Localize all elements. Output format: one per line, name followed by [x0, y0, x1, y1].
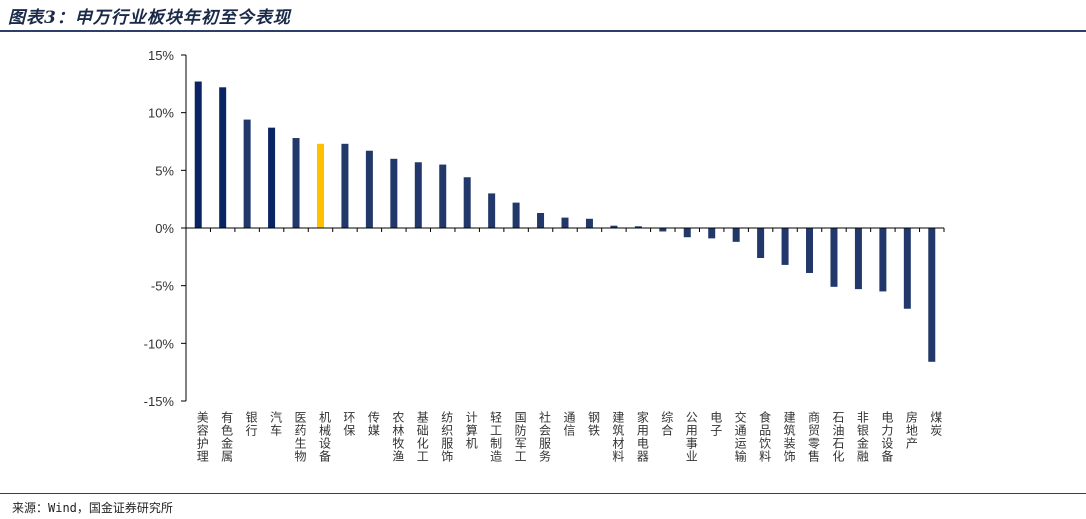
bar	[219, 87, 227, 228]
category-label: 商贸零售	[807, 410, 821, 463]
category-label: 建筑装饰	[782, 411, 796, 463]
category-label: 通信	[562, 411, 576, 437]
category-label: 美容护理	[195, 411, 209, 463]
bar	[854, 228, 862, 290]
bar	[341, 143, 349, 228]
category-label: 环保	[342, 411, 356, 437]
y-tick-label: 15%	[148, 48, 174, 63]
header-divider	[0, 30, 1086, 32]
category-label: 非银金融	[855, 411, 869, 463]
category-label: 农林牧渔	[391, 411, 405, 463]
bar	[659, 228, 667, 232]
bar	[537, 213, 545, 228]
bar	[708, 228, 716, 239]
category-label: 电力设备	[880, 411, 894, 463]
y-tick-label: 5%	[155, 163, 174, 178]
category-label: 煤炭	[929, 411, 943, 437]
bar	[732, 228, 740, 242]
chart-title: 图表3：申万行业板块年初至今表现	[8, 8, 291, 28]
category-label: 交通运输	[733, 410, 747, 463]
bar	[634, 226, 642, 228]
category-label: 机械设备	[317, 411, 331, 463]
bar	[463, 177, 471, 228]
bar	[414, 162, 422, 228]
category-label: 医药生物	[293, 411, 307, 463]
category-labels: 美容护理 有色金属 银行 汽车 医药生物 机械设备 环保 传媒 农林牧渔 基础化工 纺织服饰 计算机轻…	[195, 410, 943, 463]
category-label: 传媒	[366, 410, 380, 437]
category-label: 国防军工	[513, 411, 527, 463]
category-label: 综合	[660, 411, 674, 437]
category-label: 社会服务	[538, 410, 552, 463]
category-label: 有色金属	[220, 411, 234, 463]
y-tick-label: 10%	[148, 106, 174, 121]
bar	[830, 228, 838, 287]
y-tick-label: -15%	[144, 394, 175, 409]
category-label: 房地产	[904, 410, 918, 450]
bar	[585, 218, 593, 228]
bar	[439, 164, 447, 228]
category-label: 石油石化	[831, 411, 845, 463]
category-label: 食品饮料	[758, 410, 772, 463]
category-label: 银行	[244, 411, 258, 437]
y-axis: 15% 10% 5% 0% -5% -10% -15%	[144, 48, 187, 409]
bar-chart: 15% 10% 5% 0% -5% -10% -15% 美容护理 有色金属 银行 汽车 医药生物 机械…	[144, 48, 945, 463]
bar	[268, 127, 276, 228]
bar	[316, 143, 324, 228]
category-label: 电子	[709, 411, 723, 437]
category-label: 公用事业	[684, 411, 698, 463]
bar	[757, 228, 765, 258]
bar	[806, 228, 814, 273]
bar	[243, 119, 251, 228]
y-tick-label: 0%	[155, 221, 174, 236]
y-tick-label: -10%	[144, 336, 175, 351]
category-label: 轻工制造	[489, 411, 503, 463]
category-label: 纺织服饰	[440, 411, 454, 463]
bar	[879, 228, 887, 292]
bar	[365, 150, 373, 228]
bar	[292, 138, 300, 228]
source-note: 来源：Wind，国金证券研究所	[12, 501, 173, 515]
category-label: 家用电器	[635, 410, 649, 463]
category-label: 计算机	[464, 411, 478, 450]
bar	[561, 217, 569, 228]
bar	[488, 193, 496, 228]
x-axis	[185, 227, 945, 232]
footer-divider	[0, 493, 1086, 494]
category-label: 建筑材料	[611, 411, 625, 463]
bar	[610, 225, 618, 228]
bar	[903, 228, 911, 309]
bar	[512, 202, 520, 228]
y-tick-label: -5%	[151, 279, 175, 294]
category-label: 基础化工	[415, 411, 429, 463]
bar	[683, 228, 691, 238]
bar	[390, 158, 398, 228]
category-label: 汽车	[269, 410, 283, 437]
category-label: 钢铁	[586, 411, 600, 437]
bar	[781, 228, 789, 265]
bar	[928, 228, 936, 362]
bars-group	[194, 81, 936, 362]
bar	[194, 81, 202, 228]
